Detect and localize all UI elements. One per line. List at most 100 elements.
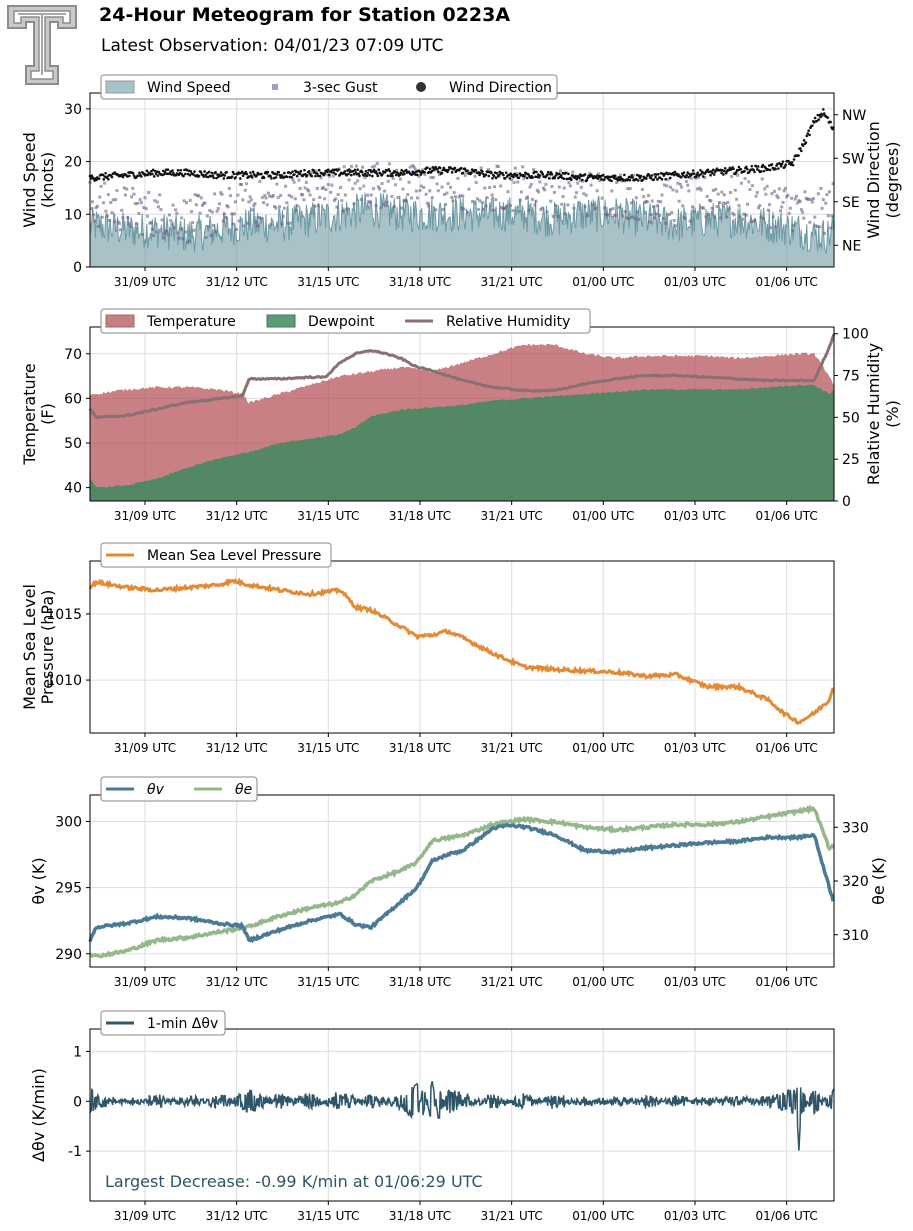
legend-box (100, 776, 258, 802)
gust-point (125, 187, 129, 191)
wind-direction-point (466, 169, 469, 172)
gust-point (456, 176, 460, 180)
wind-direction-point (753, 170, 756, 174)
gust-point (318, 195, 322, 199)
wind-direction-point (508, 177, 512, 180)
gust-point (808, 220, 812, 224)
gust-point (425, 201, 429, 205)
gust-point (527, 208, 531, 212)
gust-point (651, 205, 655, 209)
legend: Temperature Dewpoint Relative Humidity (100, 308, 591, 334)
wind-direction-point (756, 165, 760, 168)
x-tick-label: 31/18 UTC (389, 741, 451, 755)
gust-point (97, 224, 101, 228)
gust-point (810, 200, 814, 204)
wind-direction-point (372, 168, 376, 172)
gust-point (112, 220, 116, 224)
wind-direction-point (214, 170, 217, 174)
gust-point (233, 200, 237, 204)
wind-direction-point (701, 175, 705, 178)
gust-point (665, 184, 669, 188)
gust-point (170, 222, 174, 226)
gust-point (119, 228, 123, 232)
gust-point (687, 189, 691, 193)
wind-direction-point (503, 177, 507, 180)
gust-point (823, 231, 827, 235)
gust-point (139, 201, 143, 205)
wind-direction-point (507, 173, 511, 177)
gust-point (747, 180, 751, 184)
wind-direction-point (245, 172, 249, 176)
wind-direction-point (497, 173, 501, 177)
gust-point (508, 204, 512, 208)
gust-point (623, 210, 627, 214)
gust-point (579, 185, 583, 189)
gust-point (224, 216, 228, 220)
wind-direction-point (523, 175, 526, 178)
wind-direction-point (283, 171, 286, 175)
gust-point (662, 183, 666, 187)
gust-point (197, 194, 201, 198)
x-tick-label: 01/00 UTC (572, 975, 634, 989)
wind-direction-point (600, 178, 603, 181)
wind-direction-point (278, 173, 282, 177)
wind-direction-point (303, 168, 306, 172)
gust-point (193, 193, 197, 197)
gust-point (757, 206, 761, 210)
wind-direction-point (207, 170, 211, 174)
wind-direction-point (285, 175, 289, 179)
gust-point (611, 207, 615, 211)
legend-label: 3-sec Gust (303, 80, 378, 96)
wind-direction-point (538, 174, 542, 177)
gust-point (530, 197, 534, 201)
gust-point (681, 204, 685, 208)
gust-point (143, 196, 147, 200)
wind-direction-point (743, 169, 746, 173)
gust-point (369, 193, 373, 197)
wind-direction-point (132, 174, 136, 177)
wind-direction-point (337, 168, 340, 171)
gust-point (462, 207, 466, 211)
gust-point (724, 201, 728, 205)
gust-point (128, 224, 132, 228)
gust-point (556, 215, 560, 219)
gust-point (764, 192, 768, 196)
gust-point (671, 188, 675, 192)
gust-point (218, 202, 222, 206)
wind-direction-point (351, 170, 355, 173)
gust-point (826, 214, 830, 218)
gust-point (302, 198, 306, 202)
gust-point (314, 169, 318, 173)
gust-point (356, 179, 360, 183)
gust-point (167, 213, 171, 217)
wind-direction-point (711, 171, 714, 175)
gust-point (244, 182, 248, 186)
gust-point (229, 194, 233, 198)
wind-direction-point (365, 174, 369, 178)
wind-direction-point (512, 175, 515, 179)
x-tick-label: 31/18 UTC (389, 275, 451, 289)
gust-point (600, 196, 604, 200)
gust-point (765, 184, 769, 188)
y2-tick-label: SW (842, 151, 865, 167)
gust-point (620, 179, 624, 183)
wind-direction-point (501, 171, 504, 175)
wind-direction-point (822, 112, 826, 115)
plot-frame (89, 560, 835, 734)
gust-point (339, 186, 343, 190)
gust-point (216, 207, 220, 211)
gust-point (121, 216, 125, 220)
gust-point (782, 189, 786, 193)
gust-point (199, 196, 203, 200)
gust-point (818, 225, 822, 229)
gust-point (669, 185, 673, 189)
wind-direction-point (787, 159, 790, 163)
wind-direction-point (774, 167, 777, 171)
gust-point (522, 177, 526, 181)
wind-direction-point (270, 177, 273, 180)
gust-point (482, 207, 486, 211)
wind-direction-point (596, 177, 600, 180)
gust-point (257, 216, 261, 220)
gust-point (323, 197, 327, 201)
gust-point (418, 189, 422, 193)
